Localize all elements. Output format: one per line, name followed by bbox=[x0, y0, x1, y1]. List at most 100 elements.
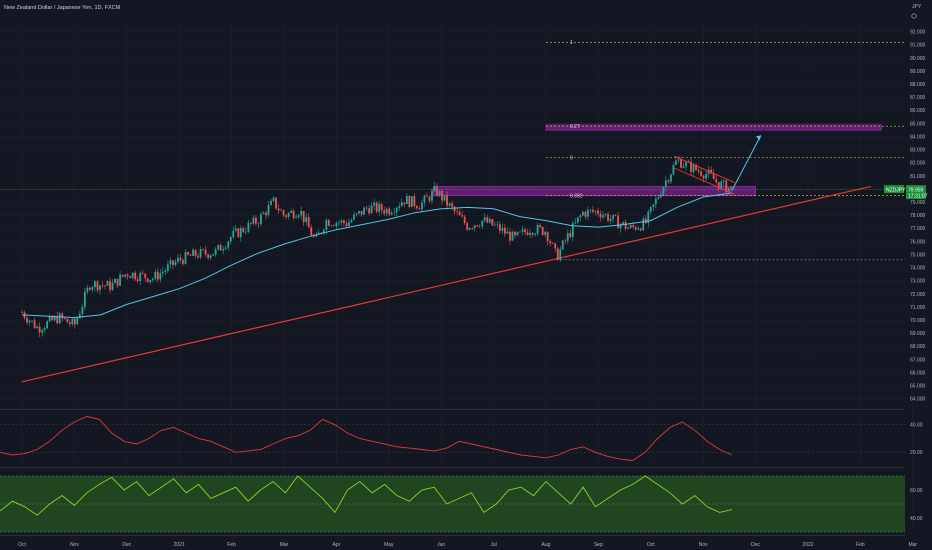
candle-body bbox=[212, 254, 215, 256]
y-tick-label: 77.000 bbox=[910, 226, 926, 232]
candle-body bbox=[710, 169, 713, 174]
candle-body bbox=[320, 232, 323, 234]
candle-body bbox=[622, 222, 625, 225]
candle-body bbox=[514, 231, 516, 236]
candle-body bbox=[461, 215, 464, 217]
candle-body bbox=[571, 223, 574, 238]
candle-body bbox=[458, 211, 461, 216]
candle-body bbox=[463, 216, 466, 224]
candle-body bbox=[249, 222, 252, 224]
y-tick-label: 84.000 bbox=[910, 134, 926, 140]
currency-label: JPY bbox=[912, 4, 922, 10]
candle-body bbox=[222, 249, 225, 251]
projection-arrow[interactable] bbox=[731, 135, 762, 191]
osc2-line[interactable] bbox=[0, 475, 733, 516]
candle-body bbox=[174, 261, 177, 265]
candle-body bbox=[247, 222, 250, 232]
candle-body bbox=[166, 264, 169, 271]
x-tick-label: 2022 bbox=[802, 542, 813, 548]
candle-body bbox=[408, 195, 411, 207]
price-badge bbox=[906, 185, 926, 200]
candle-body bbox=[63, 318, 66, 319]
candle-body bbox=[581, 211, 584, 216]
price-pane[interactable]: 1 0.27 0 0.382 bbox=[0, 40, 905, 383]
candle-body bbox=[345, 223, 348, 227]
candle-body bbox=[602, 215, 604, 218]
candle-body bbox=[41, 330, 44, 333]
candle-body bbox=[332, 225, 335, 227]
candle-body bbox=[670, 174, 672, 182]
candle-body bbox=[642, 218, 645, 231]
candle-body bbox=[624, 222, 627, 229]
candle-body bbox=[453, 206, 456, 212]
candle-body bbox=[260, 214, 262, 225]
candle-body bbox=[121, 274, 124, 277]
candle-body bbox=[368, 208, 370, 214]
y-tick-label: 65.000 bbox=[910, 384, 926, 390]
candle-body bbox=[275, 197, 277, 209]
candle-body bbox=[594, 210, 597, 212]
candle-body bbox=[536, 224, 539, 234]
candle-body bbox=[662, 187, 665, 195]
osc2-tick-label: 40.00 bbox=[910, 516, 923, 522]
x-tick-label: Sep bbox=[594, 542, 603, 548]
candle-body bbox=[576, 217, 579, 223]
x-tick-label: Aug bbox=[542, 542, 551, 548]
candle-body bbox=[380, 204, 383, 211]
resistance-zone[interactable] bbox=[432, 186, 757, 197]
candle-body bbox=[451, 203, 453, 207]
candle-body bbox=[405, 195, 408, 205]
candle-body bbox=[104, 285, 106, 287]
trendline[interactable] bbox=[21, 185, 872, 383]
osc1-line[interactable] bbox=[0, 416, 733, 461]
resistance-zone[interactable] bbox=[545, 124, 882, 131]
candle-body bbox=[51, 316, 54, 321]
candle-body bbox=[531, 232, 534, 235]
candle-body bbox=[124, 274, 127, 277]
candle-body bbox=[192, 249, 194, 256]
candle-body bbox=[89, 287, 91, 290]
candle-body bbox=[144, 273, 147, 279]
candle-body bbox=[654, 198, 657, 205]
chart-title: New Zealand Dollar / Japanese Yen, 1D, F… bbox=[4, 5, 121, 11]
candle-body bbox=[322, 229, 325, 233]
fib-level-label: 0.27 bbox=[570, 124, 580, 130]
candle-body bbox=[428, 196, 431, 201]
candle-body bbox=[504, 227, 506, 234]
candle-body bbox=[86, 287, 89, 292]
candle-body bbox=[330, 225, 333, 227]
candle-body bbox=[551, 243, 554, 244]
candle-body bbox=[501, 227, 504, 231]
last-price-label: 79.959 bbox=[908, 187, 924, 193]
candle-body bbox=[272, 197, 275, 201]
candle-body bbox=[692, 164, 695, 172]
y-tick-label: 68.000 bbox=[910, 344, 926, 350]
candle-body bbox=[38, 326, 41, 333]
x-tick-label: Dec bbox=[751, 542, 760, 548]
candle-body bbox=[219, 244, 222, 251]
candle-body bbox=[607, 214, 609, 221]
candle-body bbox=[546, 232, 549, 242]
candle-body bbox=[446, 195, 448, 206]
candle-body bbox=[187, 251, 189, 255]
candle-body bbox=[619, 224, 622, 229]
moving-average-line[interactable] bbox=[21, 192, 733, 319]
channel-line[interactable] bbox=[674, 155, 735, 183]
candle-body bbox=[730, 186, 733, 189]
channel-line[interactable] bbox=[674, 167, 735, 195]
candle-body bbox=[172, 260, 174, 265]
candle-body bbox=[335, 222, 338, 227]
candle-body bbox=[33, 320, 36, 329]
oscillator-pane-2[interactable] bbox=[0, 475, 905, 533]
oscillator-pane-1[interactable] bbox=[0, 416, 905, 461]
candle-body bbox=[257, 223, 260, 225]
candle-body bbox=[217, 244, 220, 250]
x-tick-label: Mar bbox=[280, 542, 289, 548]
candle-body bbox=[589, 209, 592, 211]
candle-body bbox=[202, 249, 204, 250]
candle-body bbox=[524, 229, 526, 233]
candle-body bbox=[194, 249, 197, 256]
y-tick-label: 76.000 bbox=[910, 239, 926, 245]
settings-icon[interactable] bbox=[911, 13, 917, 19]
candle-body bbox=[305, 217, 308, 222]
